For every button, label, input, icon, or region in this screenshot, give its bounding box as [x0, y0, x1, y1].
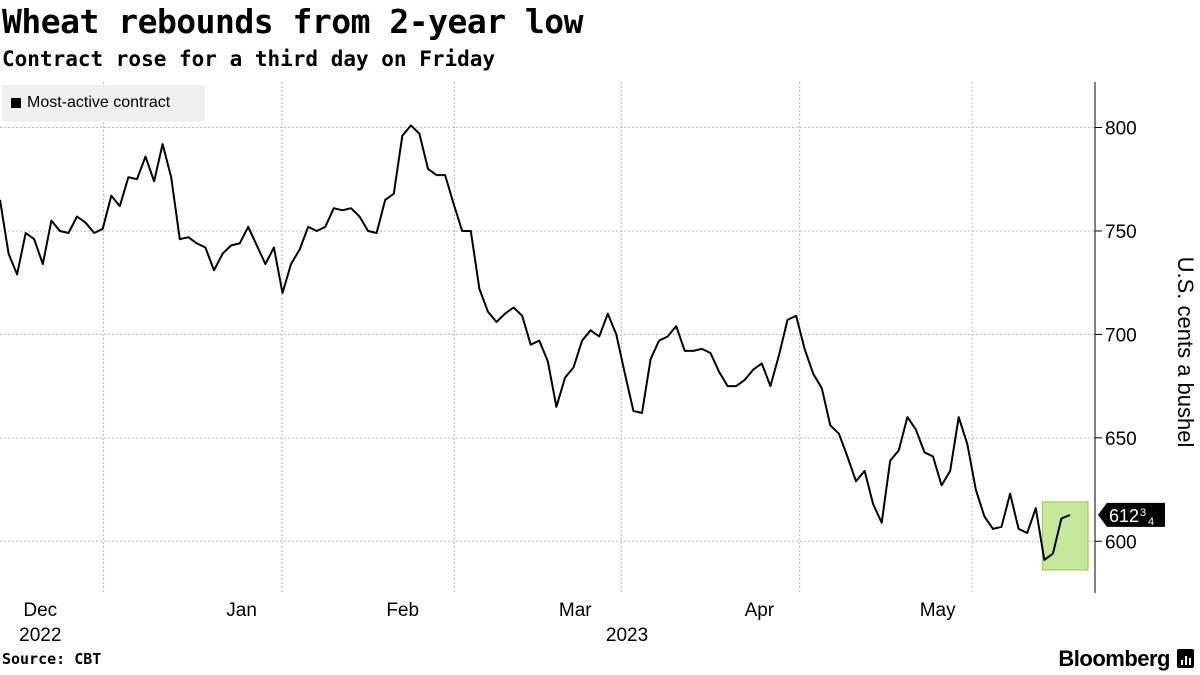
- series-layer: [0, 124, 1071, 561]
- brand-logo: Bloomberg: [1058, 646, 1170, 671]
- legend: Most-active contract: [2, 85, 205, 121]
- chart-subtitle: Contract rose for a third day on Friday: [2, 47, 496, 71]
- x-month-label: Dec: [23, 600, 57, 621]
- y-axis-label: U.S. cents a bushel: [1173, 256, 1198, 448]
- y-tick-label: 650: [1105, 429, 1137, 450]
- legend-swatch: [11, 98, 21, 108]
- y-tick-label: 700: [1105, 325, 1137, 346]
- bloomberg-terminal-icon: [1177, 649, 1194, 668]
- x-month-label: Apr: [745, 600, 775, 621]
- legend-label: Most-active contract: [27, 94, 171, 111]
- gridlines: [0, 82, 1095, 593]
- axes: [1094, 82, 1102, 593]
- x-month-label: May: [920, 600, 956, 621]
- series-line-most-active-contract: [0, 124, 1071, 561]
- x-month-label: Jan: [226, 600, 257, 621]
- highlight-box: [1041, 501, 1089, 571]
- x-year-label: 2022: [19, 625, 61, 646]
- last-value-fraction-den: 4: [1148, 516, 1154, 528]
- tick-labels: 600 650 700 750 800 Dec Jan Feb Mar Apr May 2022 202…: [19, 119, 1165, 646]
- last-value-label: 612: [1109, 506, 1139, 526]
- x-year-label: 2023: [606, 625, 648, 646]
- last-value-callout: 612 34: [1098, 502, 1165, 528]
- last-value-flag: [1098, 502, 1165, 527]
- x-month-label: Mar: [559, 600, 592, 621]
- last-value-fraction-num: 3: [1140, 507, 1146, 519]
- chart-title: Wheat rebounds from 2-year low: [2, 2, 584, 41]
- highlight-layer: [1041, 501, 1089, 571]
- source-note: Source: CBT: [2, 650, 102, 668]
- y-tick-label: 750: [1105, 222, 1137, 243]
- y-tick-label: 600: [1105, 532, 1137, 553]
- x-month-label: Feb: [386, 600, 419, 621]
- y-tick-label: 800: [1105, 119, 1137, 140]
